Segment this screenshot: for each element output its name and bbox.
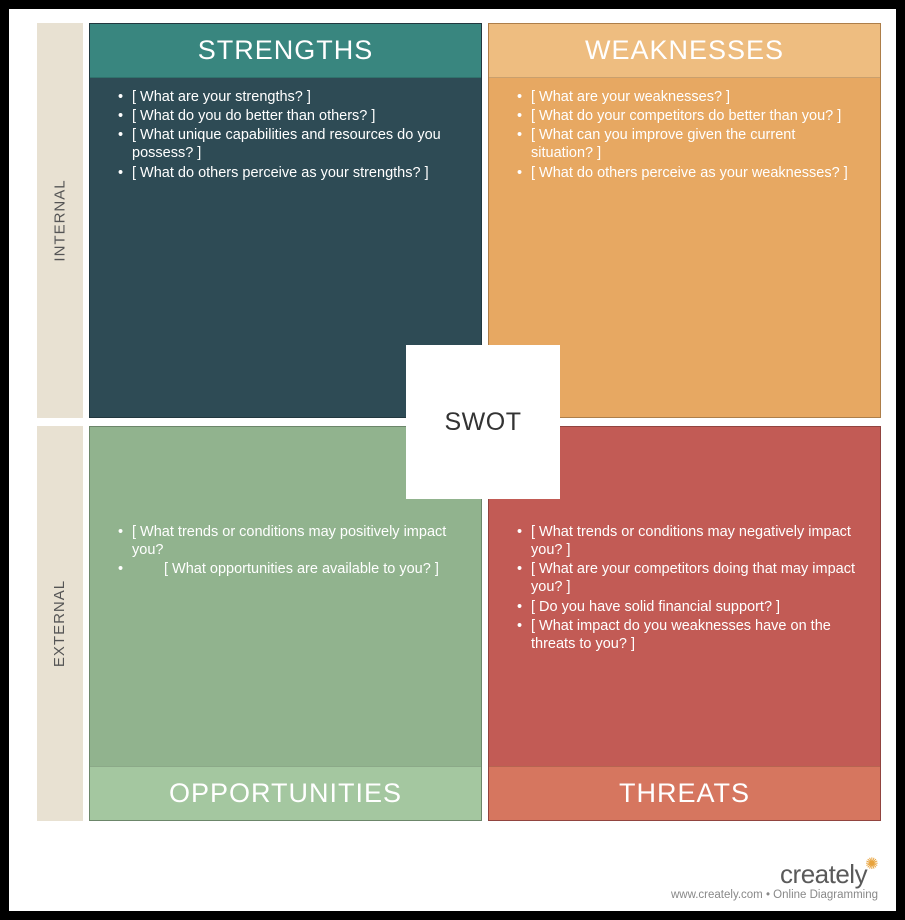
swot-center-box: SWOT: [406, 345, 560, 499]
quadrant-weaknesses-header: WEAKNESSES: [489, 24, 880, 78]
list-item: [ What trends or conditions may negative…: [517, 523, 860, 559]
list-item: [ What can you improve given the current…: [517, 126, 860, 162]
quadrant-strengths-list: [ What are your strengths? ] [ What do y…: [118, 88, 461, 183]
list-item: [ What do you do better than others? ]: [118, 107, 461, 125]
quadrant-strengths-header: STRENGTHS: [90, 24, 481, 78]
quadrant-threats-list: [ What trends or conditions may negative…: [517, 523, 860, 654]
quadrant-opportunities-title: OPPORTUNITIES: [169, 778, 402, 809]
side-label-internal-text: INTERNAL: [52, 179, 69, 261]
swot-grid: INTERNAL EXTERNAL STRENGTHS [ What are y…: [37, 23, 881, 821]
list-item: [ What unique capabilities and resources…: [118, 126, 461, 162]
swot-center-label: SWOT: [445, 408, 522, 437]
side-label-external-text: EXTERNAL: [52, 580, 69, 667]
quadrant-threats-header: THREATS: [489, 766, 880, 820]
footer: creately✺ www.creately.com • Online Diag…: [671, 861, 878, 901]
quadrant-weaknesses-title: WEAKNESSES: [585, 35, 784, 66]
list-item: [ What opportunities are available to yo…: [118, 560, 461, 578]
bulb-icon: ✺: [865, 857, 878, 873]
quadrant-weaknesses-list: [ What are your weaknesses? ] [ What do …: [517, 88, 860, 183]
quadrant-strengths-title: STRENGTHS: [198, 35, 374, 66]
list-item: [ What do others perceive as your weakne…: [517, 164, 860, 182]
list-item: [ What do others perceive as your streng…: [118, 164, 461, 182]
brand-logo: creately✺: [671, 861, 878, 887]
swot-canvas: INTERNAL EXTERNAL STRENGTHS [ What are y…: [9, 9, 896, 911]
list-item: [ What trends or conditions may positive…: [118, 523, 461, 559]
list-item: [ What are your weaknesses? ]: [517, 88, 860, 106]
side-label-external: EXTERNAL: [37, 426, 83, 821]
list-item: [ Do you have solid financial support? ]: [517, 598, 860, 616]
list-item: [ What are your competitors doing that m…: [517, 560, 860, 596]
list-item: [ What do your competitors do better tha…: [517, 107, 860, 125]
quadrant-opportunities-list: [ What trends or conditions may positive…: [118, 523, 461, 579]
brand-name: creately: [780, 859, 867, 889]
quadrant-opportunities-header: OPPORTUNITIES: [90, 766, 481, 820]
list-item: [ What are your strengths? ]: [118, 88, 461, 106]
side-label-internal: INTERNAL: [37, 23, 83, 418]
quadrant-threats-title: THREATS: [619, 778, 750, 809]
list-item: [ What impact do you weaknesses have on …: [517, 617, 860, 653]
brand-tagline: www.creately.com • Online Diagramming: [671, 889, 878, 901]
